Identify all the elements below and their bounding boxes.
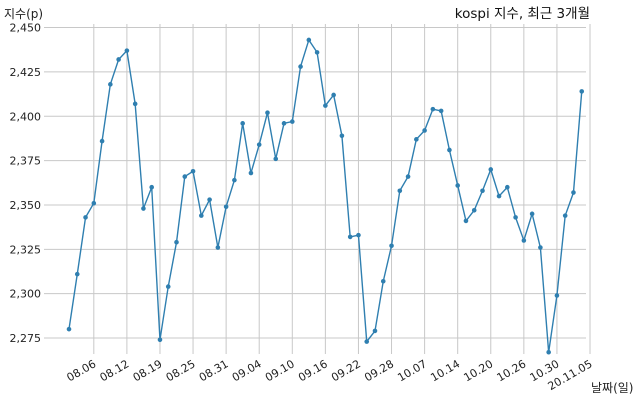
data-point: [414, 137, 419, 142]
data-point: [124, 48, 130, 53]
y-tick-label: 2,450: [10, 22, 42, 35]
data-point: [232, 177, 237, 183]
data-point: [538, 245, 543, 250]
x-tick-label: 08.31: [197, 357, 231, 384]
data-point: [141, 206, 146, 211]
data-point: [157, 337, 163, 343]
data-point: [405, 174, 411, 179]
data-point: [248, 170, 254, 176]
data-point: [165, 284, 171, 289]
chart-title: kospi 지수, 최근 3개월: [455, 6, 590, 22]
y-tick-label: 2,300: [10, 288, 42, 301]
data-point: [174, 239, 179, 245]
data-point: [364, 339, 370, 344]
data-point: [562, 213, 568, 218]
data-point: [240, 121, 245, 126]
data-point: [199, 213, 204, 218]
data-point: [397, 188, 403, 194]
data-point: [99, 138, 105, 144]
data-point: [91, 200, 97, 206]
data-point: [190, 168, 196, 174]
data-points: [66, 37, 585, 355]
x-tick-label: 10.26: [495, 357, 529, 384]
data-point: [389, 243, 394, 249]
x-tick-label: 10.14: [428, 357, 462, 384]
x-tick-label: 08.19: [131, 357, 165, 384]
data-point: [579, 89, 585, 94]
data-point: [298, 64, 303, 69]
data-point: [339, 133, 345, 139]
x-axis-ticks: 08.06 08.12 08.19 08.25 08.31 09.04 09.10 09.16…: [65, 357, 595, 393]
data-point: [571, 190, 576, 195]
x-axis-title: 날짜(일): [591, 381, 633, 395]
data-point: [331, 92, 336, 98]
data-point: [356, 232, 361, 238]
y-tick-label: 2,425: [10, 66, 42, 79]
x-tick-label: 09.28: [362, 357, 396, 384]
x-tick-label: 09.22: [329, 357, 363, 384]
data-point: [447, 147, 452, 153]
data-point: [281, 121, 287, 126]
data-point: [496, 193, 502, 199]
y-tick-label: 2,275: [10, 332, 42, 345]
y-tick-label: 2,350: [10, 199, 42, 212]
data-point: [314, 50, 320, 55]
y-tick-label: 2,375: [10, 155, 42, 168]
data-point: [380, 278, 386, 284]
data-point: [546, 349, 551, 355]
y-axis-ticks: 2,275 2,300 2,325 2,350 2,375 2,400 2,425 2,450: [10, 22, 42, 345]
data-point: [372, 328, 378, 334]
x-tick-label: 08.06: [65, 357, 99, 384]
data-point: [455, 183, 460, 188]
data-point: [422, 128, 427, 133]
data-point: [66, 326, 72, 332]
data-point: [108, 82, 113, 87]
x-tick-label: 09.04: [230, 357, 264, 384]
data-point: [480, 188, 485, 194]
data-point: [116, 57, 121, 62]
x-tick-label: 08.12: [98, 357, 132, 384]
x-tick-label: 09.10: [263, 357, 297, 384]
data-point: [207, 197, 212, 202]
x-tick-label: 10.20: [461, 357, 495, 384]
y-tick-label: 2,325: [10, 243, 42, 256]
data-point: [289, 119, 295, 124]
data-point: [505, 184, 510, 190]
data-point: [347, 234, 353, 240]
data-point: [521, 238, 527, 243]
data-point: [471, 207, 477, 213]
x-tick-label: 09.16: [296, 357, 330, 384]
data-point: [74, 271, 80, 277]
data-point: [223, 204, 229, 210]
data-point: [83, 215, 88, 220]
data-point: [513, 215, 518, 220]
data-point: [306, 37, 312, 43]
data-point: [132, 101, 138, 107]
data-point: [323, 103, 328, 108]
data-point: [256, 142, 262, 147]
data-point: [529, 211, 535, 217]
data-point: [554, 293, 560, 298]
y-axis-title: 지수(p): [4, 7, 43, 21]
data-point: [149, 184, 154, 190]
data-point: [488, 167, 494, 172]
data-point: [463, 218, 469, 224]
data-point: [273, 156, 279, 162]
y-tick-label: 2,400: [10, 110, 42, 123]
data-point: [215, 245, 221, 250]
data-point: [430, 106, 436, 112]
data-point: [265, 110, 270, 116]
data-point: [438, 108, 444, 114]
x-tick-label: 10.07: [395, 357, 429, 384]
x-tick-label: 08.25: [164, 357, 198, 384]
data-point: [182, 174, 188, 179]
